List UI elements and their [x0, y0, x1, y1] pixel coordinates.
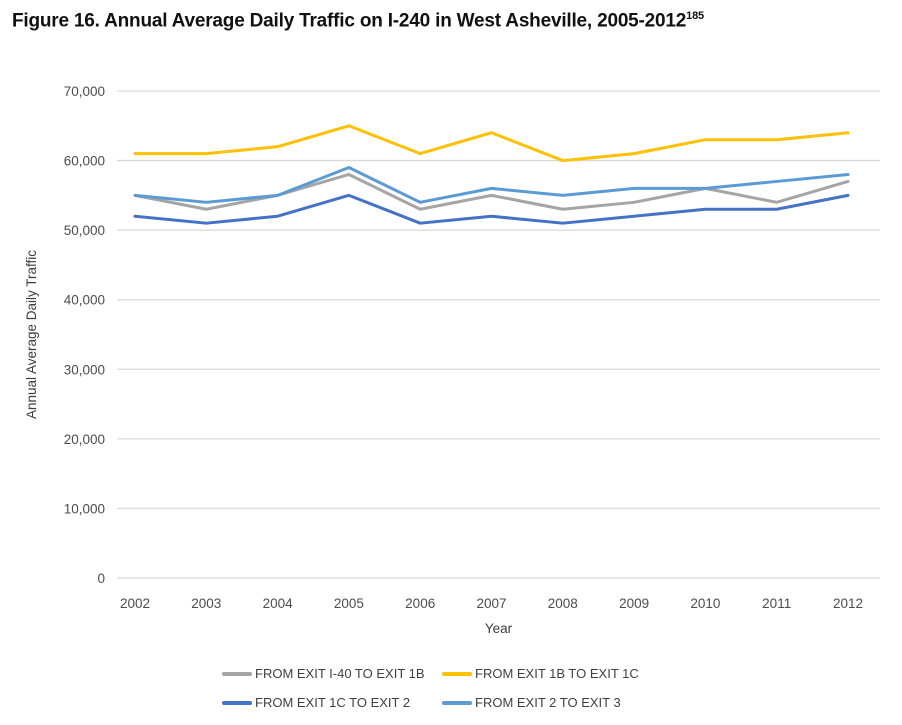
legend-item-exit-1b-to-1c: FROM EXIT 1B TO EXIT 1C	[442, 666, 639, 681]
y-axis-tick-label: 40,000	[64, 293, 105, 308]
series-line	[133, 124, 850, 163]
series-line	[133, 172, 850, 211]
x-axis-tick-label: 2011	[762, 596, 791, 611]
y-axis-title: Annual Average Daily Traffic	[24, 250, 39, 419]
figure-title-footnote-ref: 185	[686, 10, 704, 22]
legend-label: FROM EXIT 1C TO EXIT 2	[255, 695, 411, 710]
x-axis-tick-label: 2012	[833, 596, 863, 611]
legend-swatch-dark-blue	[222, 700, 252, 705]
y-axis-tick-label: 70,000	[64, 84, 105, 99]
legend-swatch-gray	[222, 671, 252, 676]
legend-swatch-yellow	[442, 671, 472, 676]
legend-label: FROM EXIT I-40 TO EXIT 1B	[255, 666, 425, 681]
series-line	[133, 193, 850, 225]
legend-item-exit-1c-to-2: FROM EXIT 1C TO EXIT 2	[222, 695, 442, 710]
figure-title-text: Figure 16. Annual Average Daily Traffic …	[12, 10, 687, 32]
y-axis-tick-label: 30,000	[64, 362, 105, 377]
x-axis-tick-label: 2005	[334, 596, 364, 611]
x-axis-tick-label: 2003	[191, 596, 221, 611]
legend-label: FROM EXIT 2 TO EXIT 3	[475, 695, 621, 710]
x-axis-tick-label: 2009	[619, 596, 649, 611]
x-axis-title: Year	[485, 621, 513, 636]
y-axis-tick-label: 10,000	[64, 501, 105, 516]
y-axis-tick-label: 60,000	[64, 154, 105, 169]
y-axis-tick-label: 20,000	[64, 432, 105, 447]
x-axis-tick-label: 2006	[405, 596, 435, 611]
figure-title: Figure 16. Annual Average Daily Traffic …	[12, 10, 704, 32]
x-axis-tick-label: 2007	[476, 596, 506, 611]
series-line	[133, 166, 850, 204]
chart-legend: FROM EXIT I-40 TO EXIT 1B FROM EXIT 1B T…	[222, 666, 639, 710]
legend-swatch-light-blue	[442, 700, 472, 705]
legend-item-exit-2-to-3: FROM EXIT 2 TO EXIT 3	[442, 695, 639, 710]
x-axis-tick-label: 2010	[690, 596, 720, 611]
y-axis-tick-label: 0	[97, 571, 105, 586]
legend-item-exit-i40-to-1b: FROM EXIT I-40 TO EXIT 1B	[222, 666, 442, 681]
x-axis-tick-label: 2008	[548, 596, 578, 611]
x-axis-tick-label: 2004	[263, 596, 294, 611]
legend-label: FROM EXIT 1B TO EXIT 1C	[475, 666, 639, 681]
y-axis-tick-label: 50,000	[64, 223, 105, 238]
x-axis-tick-label: 2002	[120, 596, 150, 611]
